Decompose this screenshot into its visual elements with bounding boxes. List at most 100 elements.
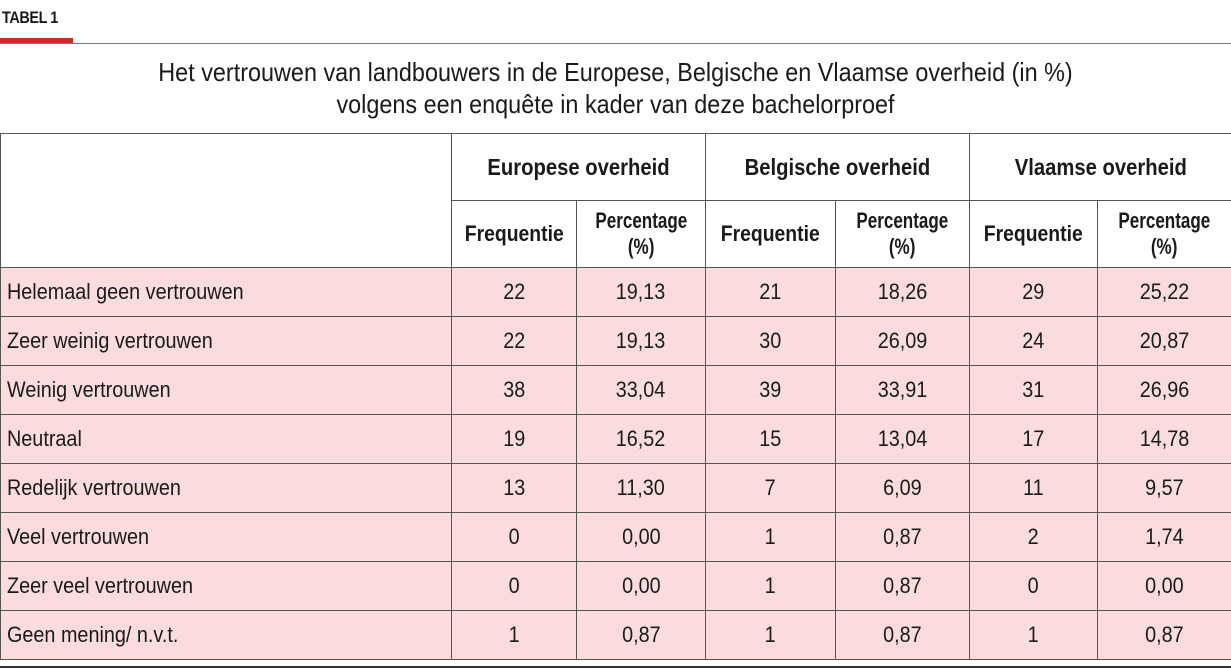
cell-value: 26,09	[877, 328, 928, 353]
cell-value: 16,52	[616, 426, 666, 451]
pct-header-line-2: (%)	[1151, 234, 1178, 259]
percentage-cell: 0,87	[575, 610, 707, 660]
group-header: Europese overheid	[450, 133, 707, 201]
table-body: Helemaal geen vertrouwen 22 19,13 21 18,26 29…	[0, 267, 1231, 660]
cell-value: 15	[759, 426, 782, 451]
pct-header-label: Percentage (%)	[850, 208, 954, 260]
cell-value: 19,13	[616, 328, 666, 353]
table-row: Zeer veel vertrouwen 0 0,00 1 0,87 0 0,00	[0, 561, 1231, 611]
frequency-cell: 21	[705, 267, 837, 317]
row-label-text: Redelijk vertrouwen	[7, 475, 181, 500]
freq-header: Frequentie	[969, 200, 1099, 268]
freq-header-label: Frequentie	[721, 221, 821, 246]
cell-value: 0,87	[883, 573, 922, 598]
freq-header-label: Frequentie	[464, 221, 564, 246]
frequency-cell: 7	[705, 463, 837, 513]
row-label-text: Helemaal geen vertrouwen	[7, 279, 244, 304]
percentage-cell: 13,04	[835, 414, 971, 464]
row-label-text: Zeer veel vertrouwen	[7, 573, 193, 598]
cell-value: 2	[1028, 524, 1040, 549]
cell-value: 1,74	[1145, 524, 1184, 549]
pct-header-line-1: Percentage	[856, 208, 949, 233]
percentage-cell: 25,22	[1097, 267, 1231, 317]
percentage-cell: 26,09	[835, 316, 971, 366]
tag-accent-bar	[0, 38, 73, 44]
percentage-cell: 19,13	[575, 267, 707, 317]
row-label: Helemaal geen vertrouwen	[0, 267, 452, 317]
cell-value: 0	[508, 573, 520, 598]
percentage-cell: 19,13	[575, 316, 707, 366]
row-label: Redelijk vertrouwen	[0, 463, 452, 513]
percentage-cell: 0,87	[1097, 610, 1231, 660]
cell-value: 31	[1022, 377, 1045, 402]
pct-header: Percentage (%)	[575, 200, 707, 268]
cell-value: 11	[1023, 475, 1044, 500]
cell-value: 39	[759, 377, 782, 402]
cell-value: 21	[759, 279, 782, 304]
cell-value: 17	[1022, 426, 1045, 451]
table-row: Veel vertrouwen 0 0,00 1 0,87 2 1,74	[0, 512, 1231, 562]
percentage-cell: 0,87	[835, 561, 971, 611]
row-label: Neutraal	[0, 414, 452, 464]
table-row: Redelijk vertrouwen 13 11,30 7 6,09 11 9,57	[0, 463, 1231, 513]
table-tag: TABEL 1	[2, 8, 58, 27]
pct-header-line-2: (%)	[627, 234, 655, 259]
cell-value: 13	[502, 475, 526, 500]
cell-value: 1	[508, 622, 520, 647]
frequency-cell: 17	[969, 414, 1099, 464]
percentage-cell: 18,26	[835, 267, 971, 317]
cell-value: 22	[502, 328, 526, 353]
table-row: Geen mening/ n.v.t. 1 0,87 1 0,87 1 0,87	[0, 610, 1231, 660]
freq-header: Frequentie	[705, 200, 837, 268]
row-label-text: Neutraal	[7, 426, 82, 451]
row-label: Veel vertrouwen	[0, 512, 452, 562]
row-label-header	[0, 133, 452, 268]
row-label: Geen mening/ n.v.t.	[0, 610, 452, 660]
cell-value: 0,00	[621, 524, 661, 549]
frequency-cell: 15	[705, 414, 837, 464]
pct-header-line-1: Percentage	[595, 208, 687, 233]
freq-header: Frequentie	[451, 200, 577, 268]
frequency-cell: 0	[969, 561, 1099, 611]
percentage-cell: 0,00	[1097, 561, 1231, 611]
percentage-cell: 9,57	[1097, 463, 1231, 513]
group-header: Vlaamse overheid	[969, 133, 1231, 201]
percentage-cell: 33,91	[835, 365, 971, 415]
cell-value: 38	[502, 377, 526, 402]
group-header-label: Vlaamse overheid	[1014, 153, 1187, 180]
cell-value: 0,00	[1145, 573, 1184, 598]
percentage-cell: 14,78	[1097, 414, 1231, 464]
trust-table: Europese overheid Belgische overheid Vla…	[0, 133, 1231, 660]
cell-value: 14,78	[1139, 426, 1190, 451]
pct-header-line-1: Percentage	[1118, 208, 1211, 233]
top-divider	[0, 43, 1231, 44]
pct-header: Percentage (%)	[1097, 200, 1231, 268]
cell-value: 26,96	[1139, 377, 1190, 402]
cell-value: 1	[765, 524, 777, 549]
table-row: Zeer weinig vertrouwen 22 19,13 30 26,09 24 20…	[0, 316, 1231, 366]
group-header-row: Europese overheid Belgische overheid Vla…	[0, 133, 1231, 268]
pct-header-label: Percentage (%)	[1112, 208, 1216, 260]
row-label: Zeer weinig vertrouwen	[0, 316, 452, 366]
cell-value: 0,87	[883, 524, 922, 549]
cell-value: 24	[1022, 328, 1045, 353]
group-header: Belgische overheid	[705, 133, 971, 201]
percentage-cell: 16,52	[575, 414, 707, 464]
frequency-cell: 0	[451, 561, 577, 611]
group-header-label: Europese overheid	[487, 153, 670, 180]
table-title: Het vertrouwen van landbouwers in de Eur…	[62, 56, 1170, 120]
frequency-cell: 19	[451, 414, 577, 464]
percentage-cell: 0,00	[575, 512, 707, 562]
cell-value: 33,91	[877, 377, 928, 402]
cell-value: 1	[765, 622, 777, 647]
frequency-cell: 1	[705, 610, 837, 660]
pct-header-line-2: (%)	[889, 234, 916, 259]
cell-value: 22	[502, 279, 526, 304]
frequency-cell: 30	[705, 316, 837, 366]
percentage-cell: 20,87	[1097, 316, 1231, 366]
cell-value: 0,00	[621, 573, 661, 598]
pct-header: Percentage (%)	[835, 200, 971, 268]
group-header-label: Belgische overheid	[744, 153, 931, 180]
frequency-cell: 29	[969, 267, 1099, 317]
cell-value: 11,30	[616, 475, 666, 500]
